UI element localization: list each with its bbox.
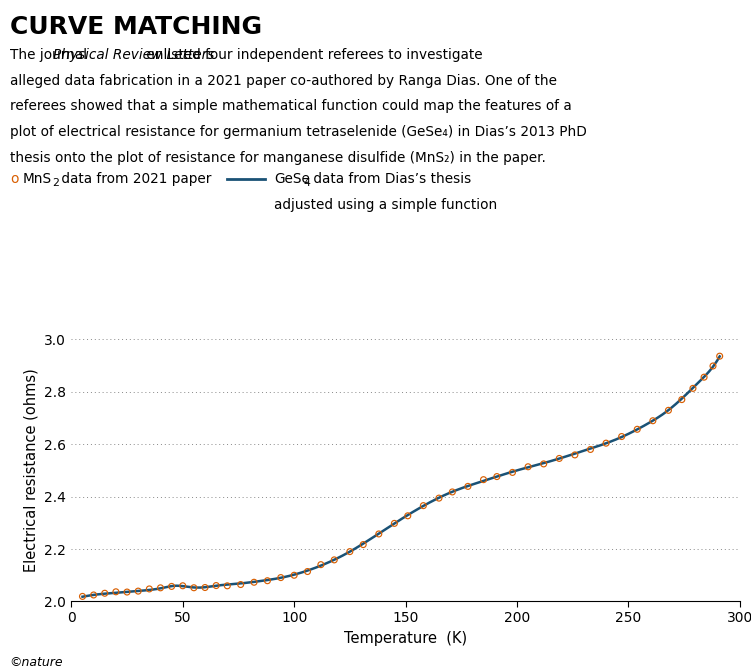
Point	[301, 566, 313, 577]
Point	[446, 487, 458, 497]
Point	[707, 361, 719, 372]
Point	[388, 518, 400, 529]
Point	[275, 572, 287, 583]
Point	[328, 554, 340, 565]
Point	[600, 437, 612, 448]
Point	[357, 539, 369, 550]
Text: The journal: The journal	[10, 48, 92, 62]
Point	[569, 450, 581, 460]
Point	[344, 546, 356, 557]
Point	[418, 500, 430, 511]
Point	[110, 587, 122, 597]
Point	[647, 415, 659, 426]
Point	[478, 474, 490, 485]
Point	[199, 582, 211, 593]
Point	[713, 351, 725, 362]
Text: 2: 2	[52, 179, 59, 188]
Point	[662, 405, 674, 416]
Text: thesis onto the plot of resistance for manganese disulfide (MnS₂) in the paper.: thesis onto the plot of resistance for m…	[10, 151, 546, 165]
Point	[402, 511, 414, 521]
Point	[553, 453, 566, 464]
Point	[261, 575, 273, 586]
Text: plot of electrical resistance for germanium tetraselenide (GeSe₄) in Dias’s 2013: plot of electrical resistance for german…	[10, 125, 587, 139]
Text: ©nature: ©nature	[10, 656, 63, 669]
Point	[99, 588, 111, 599]
Point	[506, 467, 518, 478]
Point	[210, 580, 222, 591]
Point	[132, 586, 144, 597]
Text: 4: 4	[303, 179, 310, 188]
Y-axis label: Electrical resistance (ohms): Electrical resistance (ohms)	[23, 368, 38, 573]
Text: adjusted using a simple function: adjusted using a simple function	[274, 198, 497, 212]
Text: MnS: MnS	[23, 173, 52, 186]
Point	[584, 444, 596, 455]
Point	[676, 394, 688, 405]
Point	[491, 471, 503, 482]
Point	[222, 581, 234, 591]
Point	[234, 579, 246, 590]
Point	[248, 577, 260, 587]
Point	[616, 431, 628, 442]
Text: data from 2021 paper: data from 2021 paper	[57, 173, 212, 186]
Point	[372, 529, 385, 540]
Point	[687, 383, 699, 394]
Point	[77, 591, 89, 601]
Text: o: o	[10, 173, 18, 186]
Text: CURVE MATCHING: CURVE MATCHING	[10, 15, 262, 39]
Point	[143, 583, 155, 594]
Point	[155, 583, 167, 593]
Point	[176, 581, 189, 591]
Point	[121, 587, 133, 597]
Text: data from Dias’s thesis: data from Dias’s thesis	[309, 173, 471, 186]
Point	[632, 424, 644, 435]
Point	[188, 583, 200, 593]
Point	[698, 372, 710, 382]
Text: Physical Review Letters: Physical Review Letters	[53, 48, 215, 62]
Point	[538, 458, 550, 469]
Text: GeSe: GeSe	[274, 173, 310, 186]
Point	[165, 581, 178, 592]
Point	[433, 493, 445, 503]
Text: referees showed that a simple mathematical function could map the features of a: referees showed that a simple mathematic…	[10, 99, 572, 114]
Text: enlisted four independent referees to investigate: enlisted four independent referees to in…	[142, 48, 483, 62]
Point	[315, 559, 327, 570]
Text: alleged data fabrication in a 2021 paper co-authored by Ranga Dias. One of the: alleged data fabrication in a 2021 paper…	[10, 74, 556, 88]
Point	[462, 481, 474, 492]
Point	[88, 589, 100, 600]
Point	[522, 462, 534, 472]
X-axis label: Temperature  (K): Temperature (K)	[344, 631, 467, 646]
Point	[288, 570, 300, 581]
